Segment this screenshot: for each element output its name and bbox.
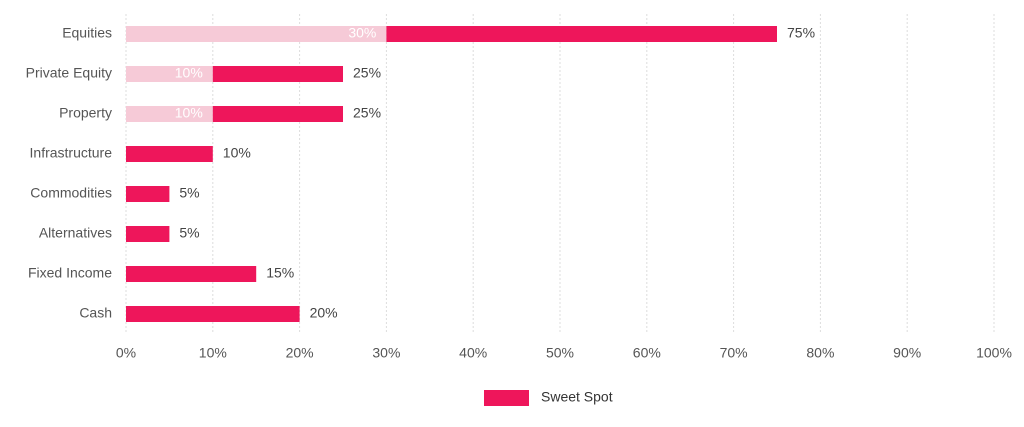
y-tick-label: Equities — [62, 25, 112, 41]
value-label: 5% — [179, 185, 199, 201]
legend-swatch — [484, 390, 529, 406]
value-label: 25% — [353, 65, 381, 81]
value-label: 10% — [223, 145, 251, 161]
x-tick-label: 40% — [459, 345, 487, 361]
x-tick-label: 60% — [633, 345, 661, 361]
bar — [126, 146, 213, 162]
bar — [212, 66, 343, 82]
y-tick-label: Commodities — [30, 185, 112, 201]
bar — [386, 26, 777, 42]
y-tick-label: Alternatives — [39, 225, 112, 241]
legend-label: Sweet Spot — [541, 389, 613, 405]
bar — [126, 226, 170, 242]
x-tick-label: 50% — [546, 345, 574, 361]
x-tick-label: 30% — [372, 345, 400, 361]
bar-min — [126, 106, 213, 122]
bar-min — [126, 66, 213, 82]
y-tick-label: Cash — [79, 305, 112, 321]
bar — [126, 186, 170, 202]
x-tick-label: 90% — [893, 345, 921, 361]
bar — [126, 306, 300, 322]
y-tick-label: Property — [59, 105, 112, 121]
y-tick-label: Infrastructure — [30, 145, 113, 161]
x-tick-label: 0% — [116, 345, 136, 361]
value-label: 75% — [787, 25, 815, 41]
value-label: 10% — [175, 105, 203, 121]
value-label: 25% — [353, 105, 381, 121]
x-tick-label: 100% — [976, 345, 1012, 361]
y-tick-label: Fixed Income — [28, 265, 112, 281]
y-tick-label: Private Equity — [26, 65, 112, 81]
bar — [126, 266, 257, 282]
value-label: 10% — [175, 65, 203, 81]
x-tick-label: 20% — [286, 345, 314, 361]
x-tick-label: 10% — [199, 345, 227, 361]
bar — [212, 106, 343, 122]
x-tick-label: 70% — [720, 345, 748, 361]
value-label: 30% — [348, 25, 376, 41]
value-label: 5% — [179, 225, 199, 241]
value-label: 15% — [266, 265, 294, 281]
value-label: 20% — [310, 305, 338, 321]
bar-min — [126, 26, 387, 42]
x-tick-label: 80% — [806, 345, 834, 361]
